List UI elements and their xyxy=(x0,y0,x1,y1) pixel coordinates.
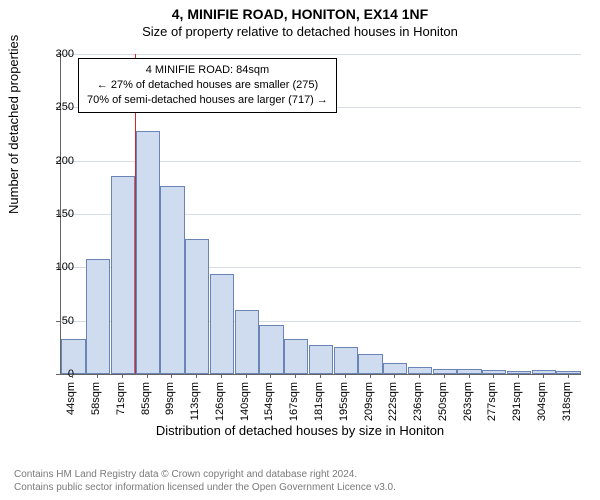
histogram-bar xyxy=(210,274,234,374)
grid-line xyxy=(61,54,581,55)
histogram-bar xyxy=(408,367,432,374)
x-tick-label: 167sqm xyxy=(288,382,300,432)
x-tick-label: 71sqm xyxy=(115,382,127,432)
footer-line-1: Contains HM Land Registry data © Crown c… xyxy=(14,468,396,481)
annotation-box: 4 MINIFIE ROAD: 84sqm← 27% of detached h… xyxy=(78,58,337,113)
x-tick xyxy=(221,374,222,378)
x-tick-label: 126sqm xyxy=(214,382,226,432)
x-tick xyxy=(171,374,172,378)
histogram-bar xyxy=(556,371,580,374)
x-tick xyxy=(568,374,569,378)
chart-title-sub: Size of property relative to detached ho… xyxy=(0,22,600,39)
x-tick-label: 304sqm xyxy=(536,382,548,432)
x-tick-label: 99sqm xyxy=(164,382,176,432)
histogram-bar xyxy=(160,186,184,374)
x-tick xyxy=(97,374,98,378)
histogram-bar xyxy=(358,354,382,374)
x-tick-label: 250sqm xyxy=(437,382,449,432)
x-tick-label: 140sqm xyxy=(239,382,251,432)
x-tick-label: 58sqm xyxy=(90,382,102,432)
x-tick xyxy=(469,374,470,378)
x-tick-label: 318sqm xyxy=(561,382,573,432)
chart-title-main: 4, MINIFIE ROAD, HONITON, EX14 1NF xyxy=(0,0,600,22)
x-tick xyxy=(394,374,395,378)
y-tick xyxy=(56,161,60,162)
histogram-bar xyxy=(334,347,358,374)
chart-container: Number of detached properties Distributi… xyxy=(0,44,600,430)
x-tick xyxy=(345,374,346,378)
x-tick-label: 181sqm xyxy=(313,382,325,432)
x-tick xyxy=(493,374,494,378)
histogram-bar xyxy=(457,369,481,374)
x-tick-label: 209sqm xyxy=(363,382,375,432)
x-tick xyxy=(72,374,73,378)
histogram-bar xyxy=(136,131,160,374)
x-tick-label: 291sqm xyxy=(511,382,523,432)
histogram-bar xyxy=(86,259,110,374)
x-tick xyxy=(444,374,445,378)
x-tick-label: 113sqm xyxy=(189,382,201,432)
annotation-line-3: 70% of semi-detached houses are larger (… xyxy=(87,93,328,108)
histogram-bar xyxy=(309,345,333,374)
annotation-line-1: 4 MINIFIE ROAD: 84sqm xyxy=(87,63,328,78)
annotation-line-2: ← 27% of detached houses are smaller (27… xyxy=(87,78,328,93)
x-tick xyxy=(246,374,247,378)
x-tick xyxy=(295,374,296,378)
histogram-bar xyxy=(532,370,556,374)
x-tick-label: 263sqm xyxy=(462,382,474,432)
histogram-bar xyxy=(383,363,407,374)
y-axis-label: Number of detached properties xyxy=(6,35,21,214)
x-tick xyxy=(320,374,321,378)
y-tick xyxy=(56,54,60,55)
y-tick xyxy=(56,321,60,322)
x-tick xyxy=(419,374,420,378)
x-tick xyxy=(196,374,197,378)
x-tick-label: 44sqm xyxy=(65,382,77,432)
x-tick-label: 154sqm xyxy=(263,382,275,432)
x-tick xyxy=(122,374,123,378)
histogram-bar xyxy=(111,176,135,374)
histogram-bar xyxy=(284,339,308,374)
x-tick xyxy=(518,374,519,378)
footer-line-2: Contains public sector information licen… xyxy=(14,481,396,494)
x-tick xyxy=(370,374,371,378)
x-tick xyxy=(543,374,544,378)
histogram-bar xyxy=(433,369,457,374)
x-tick xyxy=(270,374,271,378)
y-tick xyxy=(56,374,60,375)
footer-attribution: Contains HM Land Registry data © Crown c… xyxy=(14,468,396,494)
y-tick xyxy=(56,214,60,215)
x-tick-label: 85sqm xyxy=(140,382,152,432)
y-tick xyxy=(56,107,60,108)
x-tick-label: 195sqm xyxy=(338,382,350,432)
x-tick-label: 222sqm xyxy=(387,382,399,432)
x-tick-label: 277sqm xyxy=(486,382,498,432)
x-tick xyxy=(147,374,148,378)
histogram-bar xyxy=(259,325,283,374)
histogram-bar xyxy=(235,310,259,374)
y-tick xyxy=(56,267,60,268)
histogram-bar xyxy=(185,239,209,374)
x-tick-label: 236sqm xyxy=(412,382,424,432)
